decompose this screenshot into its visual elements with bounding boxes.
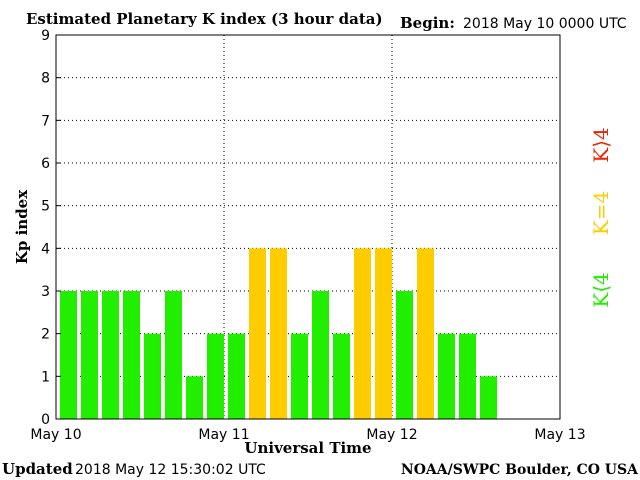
source-credit: NOAA/SWPC Boulder, CO USA	[401, 462, 639, 478]
legend: K⟨4 K=4 K⟩4	[589, 127, 613, 307]
kp-bar	[312, 291, 329, 419]
legend-entry: K=4	[589, 191, 613, 235]
kp-bar	[102, 291, 119, 419]
begin-value: 2018 May 10 0000 UTC	[463, 16, 627, 32]
y-tick-label: 3	[41, 284, 50, 300]
y-tick-label: 7	[41, 113, 50, 129]
kp-bar	[123, 291, 140, 419]
y-tick-label: 4	[41, 241, 50, 257]
x-tick-label: May 13	[534, 427, 585, 443]
kp-bar	[249, 248, 266, 419]
y-tick-label: 8	[41, 71, 50, 87]
x-tick-label: May 12	[366, 427, 417, 443]
x-tick-label: May 11	[198, 427, 249, 443]
y-tick-label: 2	[41, 327, 50, 343]
kp-bar	[291, 333, 308, 419]
kp-bar	[438, 333, 455, 419]
kp-bar	[459, 333, 476, 419]
y-tick-label: 0	[41, 412, 50, 428]
kp-bar	[480, 376, 497, 419]
kp-bar	[375, 248, 392, 419]
kp-bar	[228, 333, 245, 419]
kp-bar	[60, 291, 77, 419]
kp-bar	[144, 333, 161, 419]
kp-bar	[354, 248, 371, 419]
updated-value: 2018 May 12 15:30:02 UTC	[75, 462, 266, 478]
kp-bar	[270, 248, 287, 419]
legend-entry: K⟩4	[589, 127, 613, 162]
y-tick-label: 9	[41, 28, 50, 44]
y-tick-label: 6	[41, 156, 50, 172]
kp-bar	[396, 291, 413, 419]
kp-bar	[207, 333, 224, 419]
y-axis-label: Kp index	[13, 189, 31, 264]
x-axis-label: Universal Time	[244, 439, 371, 457]
legend-entry: K⟨4	[589, 272, 613, 307]
y-tick-label: 5	[41, 199, 50, 215]
kp-bar	[417, 248, 434, 419]
kp-bar	[333, 333, 350, 419]
y-tick-labels: 0 1 2 3 4 5 6 7 8 9	[41, 28, 61, 428]
begin-label: Begin:	[400, 14, 455, 32]
bars-group	[60, 248, 497, 419]
chart-title: Estimated Planetary K index (3 hour data…	[26, 10, 383, 28]
kp-bar	[186, 376, 203, 419]
updated-label: Updated	[2, 460, 73, 478]
x-tick-label: May 10	[30, 427, 81, 443]
kp-bar	[81, 291, 98, 419]
x-tick-labels: May 10 May 11 May 12 May 13	[30, 427, 585, 443]
kp-bar	[165, 291, 182, 419]
plot-frame	[55, 34, 561, 420]
y-tick-label: 1	[41, 369, 50, 385]
